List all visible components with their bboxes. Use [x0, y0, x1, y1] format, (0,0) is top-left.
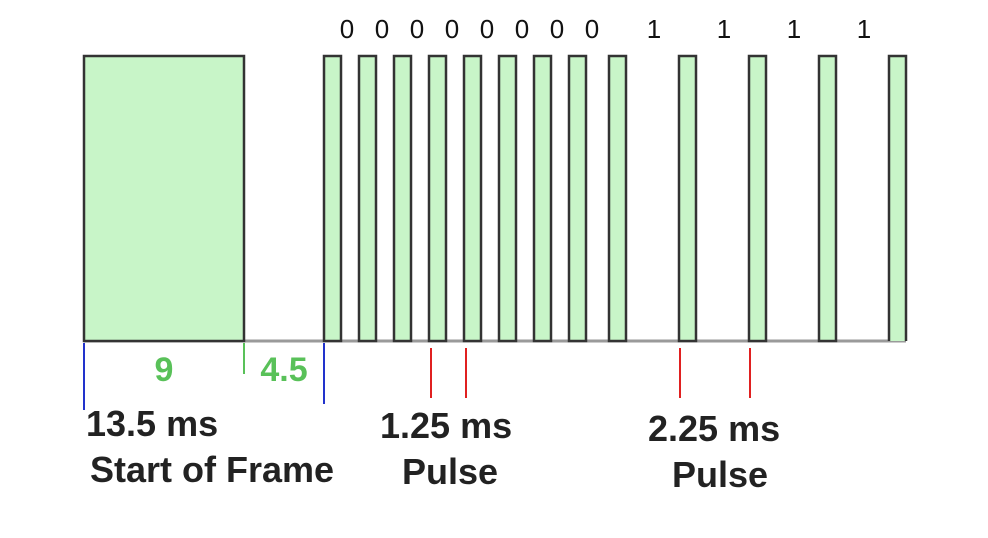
data-pulse [392, 54, 413, 343]
bit-label: 0 [410, 14, 424, 44]
data-pulse [567, 54, 588, 343]
bit-label: 0 [340, 14, 354, 44]
data-pulses [322, 54, 908, 343]
bit-label: 1 [857, 14, 871, 44]
start-burst-pulse [82, 54, 246, 343]
data-pulse [462, 54, 483, 343]
data-pulse [427, 54, 448, 343]
bit-labels: 0 0 0 0 0 0 0 0 1 1 1 1 [340, 14, 871, 44]
trailing-pulse [887, 54, 908, 341]
burst-duration-label: 9 [155, 351, 174, 389]
bit-label: 1 [787, 14, 801, 44]
bit-label: 0 [375, 14, 389, 44]
bit-label: 1 [647, 14, 661, 44]
bit-label: 1 [717, 14, 731, 44]
data-pulse [817, 54, 838, 343]
data-pulse [322, 54, 343, 343]
one-pulse-time: 2.25 ms [648, 408, 780, 449]
bit-label: 0 [585, 14, 599, 44]
bit-label: 0 [550, 14, 564, 44]
bit-label: 0 [480, 14, 494, 44]
space-duration-label: 4.5 [260, 351, 307, 389]
data-pulse [607, 54, 628, 343]
start-frame-label: Start of Frame [90, 449, 334, 490]
one-pulse-label: Pulse [672, 454, 768, 495]
zero-pulse-time: 1.25 ms [380, 405, 512, 446]
start-frame-time: 13.5 ms [86, 403, 218, 444]
data-pulse [747, 54, 768, 343]
bit-label: 0 [445, 14, 459, 44]
zero-pulse-label: Pulse [402, 451, 498, 492]
data-pulse [677, 54, 698, 343]
data-pulse [532, 54, 553, 343]
data-pulse [497, 54, 518, 343]
data-pulse [357, 54, 378, 343]
bit-label: 0 [515, 14, 529, 44]
